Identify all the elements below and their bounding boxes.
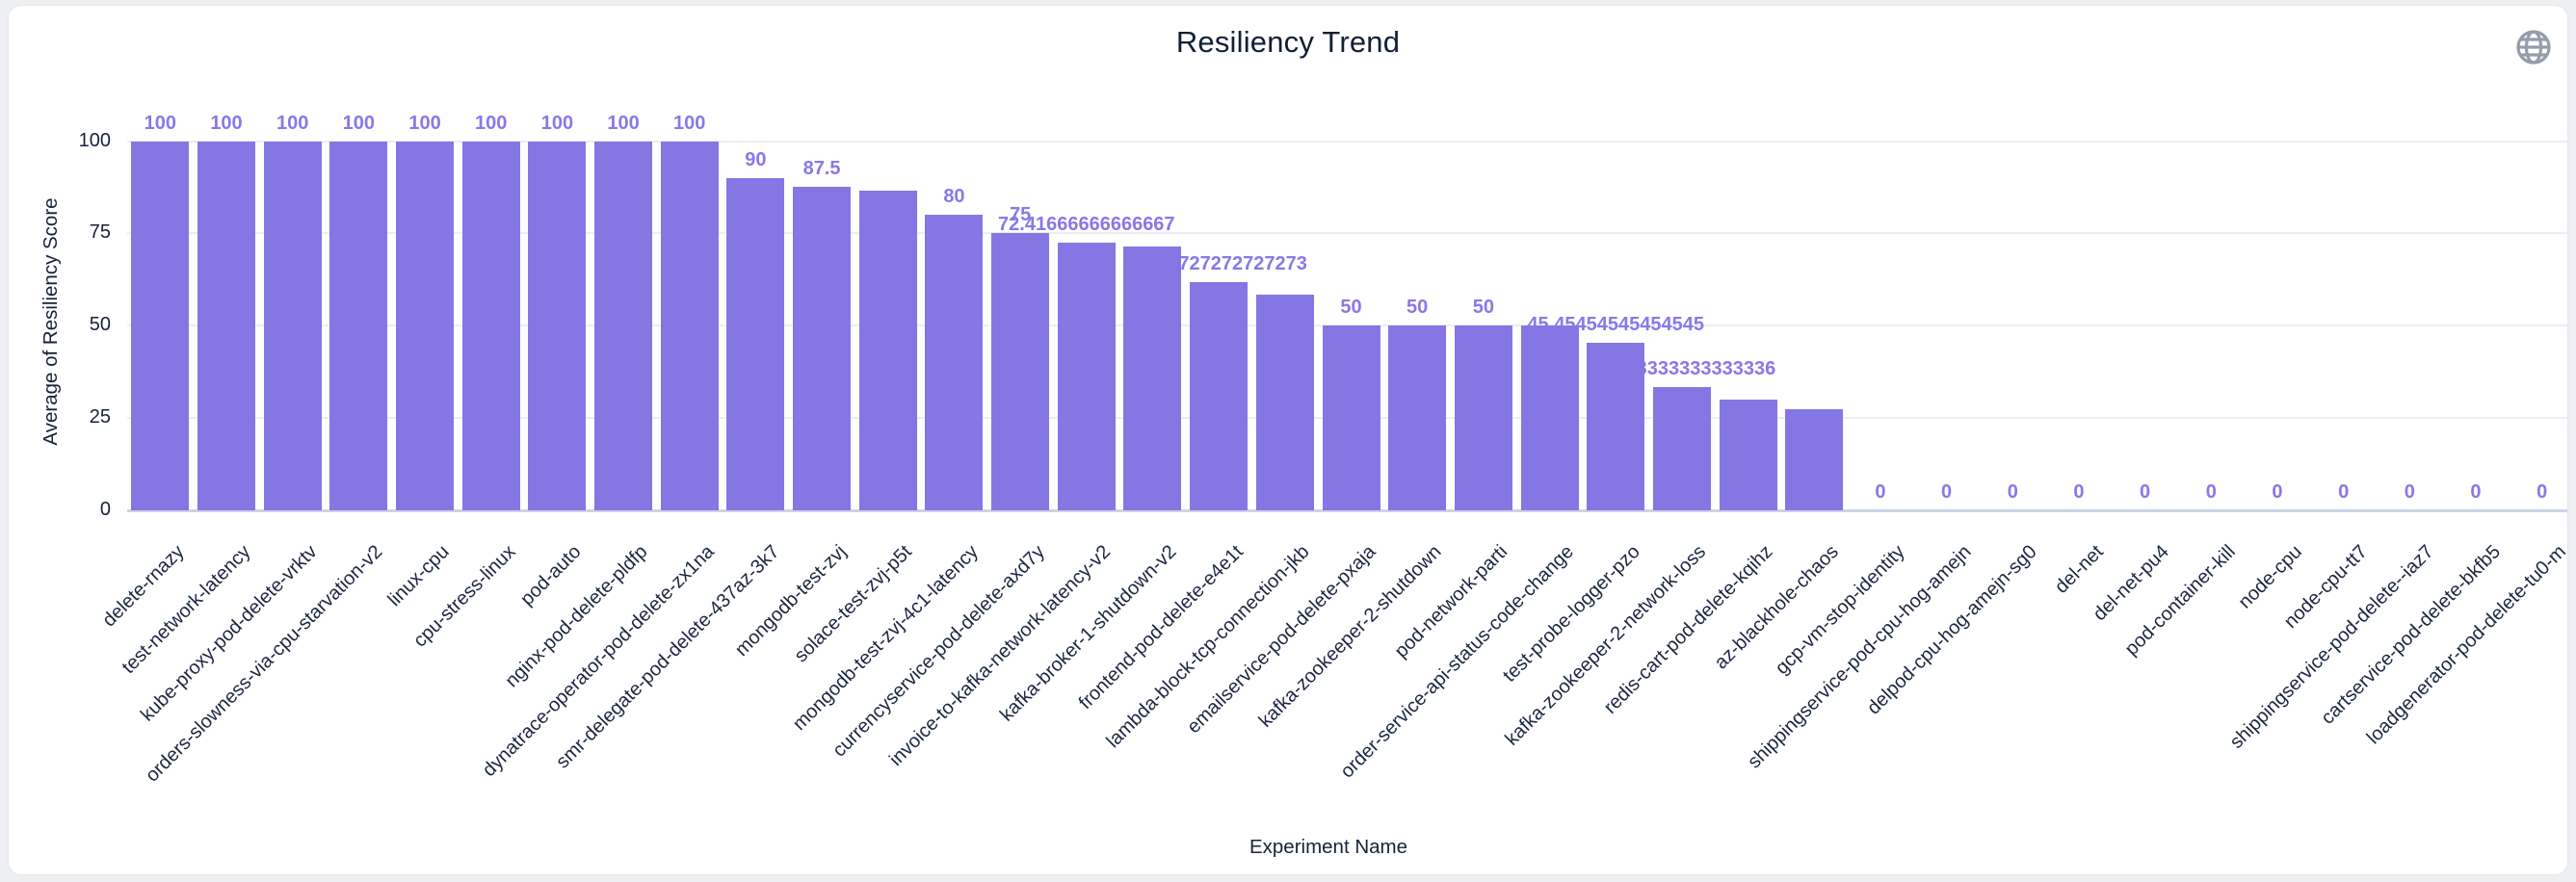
bar-value-label: 100 <box>342 112 376 134</box>
globe-icon[interactable] <box>2511 25 2556 69</box>
y-tick-label: 75 <box>89 221 111 244</box>
bar-value-label: 80 <box>943 186 965 208</box>
bar-value-label: 100 <box>408 112 441 134</box>
bar-value-label: 100 <box>276 112 309 134</box>
bar-value-label: 0 <box>2140 481 2151 503</box>
bar[interactable] <box>1057 243 1116 510</box>
bar[interactable] <box>1454 325 1512 510</box>
bar-value-label: 87.5 <box>802 158 841 180</box>
bar[interactable] <box>925 215 984 510</box>
x-axis-line <box>127 508 2567 512</box>
y-tick-label: 50 <box>89 314 111 336</box>
x-tick-label: order-service-api-status-code-change <box>1336 541 1579 783</box>
bar[interactable] <box>1190 282 1249 510</box>
bar-value-label: 75 <box>1009 204 1032 226</box>
bar-value-label: 100 <box>540 112 574 134</box>
chart-title: Resiliency Trend <box>1175 25 1401 59</box>
bar[interactable] <box>1255 295 1314 510</box>
bar[interactable] <box>726 177 785 510</box>
bar[interactable] <box>793 187 852 510</box>
bar[interactable] <box>594 141 653 510</box>
x-tick-label: orders-slowness-via-cpu-starvation-v2 <box>142 541 387 787</box>
bar[interactable] <box>461 141 520 510</box>
bar-value-label: 72.41666666666667 <box>998 214 1175 236</box>
bar[interactable] <box>660 141 719 510</box>
bar[interactable] <box>1388 325 1447 510</box>
bar[interactable] <box>1719 399 1777 510</box>
bar-value-label: 100 <box>144 112 177 134</box>
bar[interactable] <box>858 191 917 510</box>
bar-value-label: 90 <box>745 148 767 170</box>
bar-value-label: 100 <box>673 112 706 134</box>
bar[interactable] <box>263 141 322 510</box>
bar-value-label: 100 <box>210 112 243 134</box>
x-tick-label: az-blackhole-chaos <box>1710 541 1843 674</box>
bar-value-label: 0 <box>1875 481 1886 503</box>
y-tick-label: 25 <box>89 406 111 428</box>
bar[interactable] <box>528 141 587 510</box>
grid-line <box>127 140 2567 143</box>
bar-value-label: 50 <box>1406 297 1429 319</box>
bar[interactable] <box>396 141 455 510</box>
x-tick-label: del-net <box>2050 541 2108 598</box>
bar-value-label: 0 <box>1941 481 1953 503</box>
bar-value-label: 0 <box>2272 481 2283 503</box>
bar-value-label: 0 <box>2404 481 2415 503</box>
bar[interactable] <box>1652 387 1711 510</box>
y-tick-label: 0 <box>99 499 111 520</box>
bar[interactable] <box>991 233 1050 510</box>
x-axis-title: Experiment Name <box>1249 836 1408 858</box>
grid-line <box>127 232 2567 235</box>
bar-value-label: 0 <box>2073 481 2085 503</box>
y-tick-label: 100 <box>78 129 111 151</box>
x-tick-label: test-network-latency <box>118 541 255 679</box>
bar[interactable] <box>197 141 255 510</box>
bar[interactable] <box>1520 325 1579 510</box>
bar-value-label: 0 <box>2205 481 2217 503</box>
x-tick-label: solace-test-zvj-p5t <box>791 541 917 667</box>
bar-value-label: 100 <box>607 112 640 134</box>
bar[interactable] <box>329 141 388 510</box>
bar[interactable] <box>1785 409 1844 510</box>
resiliency-trend-card: Resiliency Trend Average of Resiliency S… <box>8 5 2568 875</box>
bar-value-label: 0 <box>2537 481 2548 503</box>
bar[interactable] <box>1322 325 1380 510</box>
bar-value-label: 100 <box>475 112 508 134</box>
bar-value-label: 0 <box>2007 481 2018 503</box>
bar-value-label: 0 <box>2470 481 2482 503</box>
x-tick-label: gcp-vm-stop-identity <box>1771 541 1909 679</box>
bar-value-label: 50 <box>1340 297 1362 319</box>
bar-value-label: 0 <box>2338 481 2350 503</box>
bar-value-label: 50 <box>1472 297 1494 319</box>
bar[interactable] <box>131 141 190 510</box>
x-tick-label: dynatrace-operator-pod-delete-zx1na <box>478 541 719 782</box>
bar[interactable] <box>1587 342 1645 510</box>
bar[interactable] <box>1123 246 1182 510</box>
x-tick-label: pod-network-parti <box>1390 541 1512 662</box>
